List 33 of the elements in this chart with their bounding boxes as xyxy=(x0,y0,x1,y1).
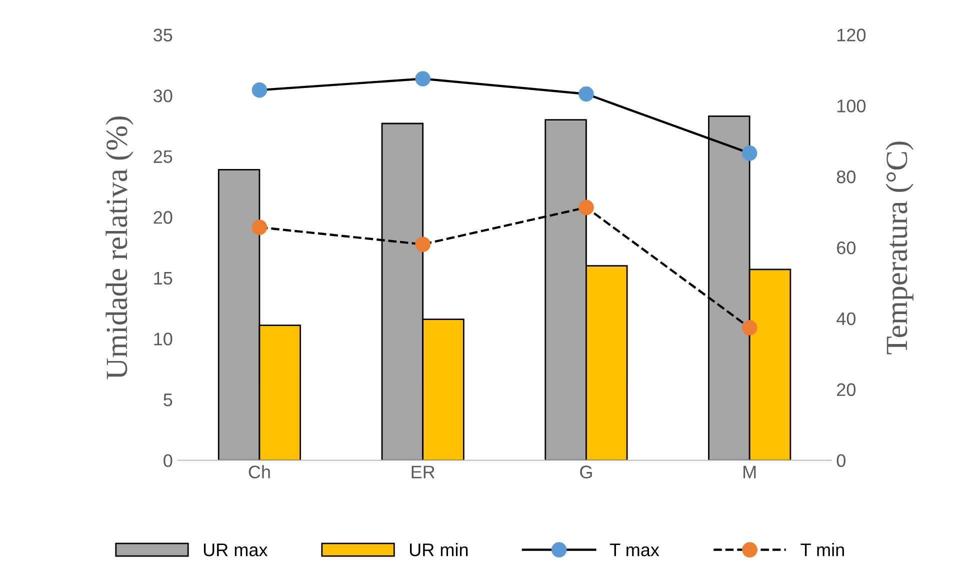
y2-axis-title: Temperatura (°C) xyxy=(886,142,914,354)
y-tick-label: 25 xyxy=(154,150,172,164)
y2-tick-label: 20 xyxy=(837,383,856,396)
legend-label: T min xyxy=(800,543,844,556)
y-tick-label: 20 xyxy=(154,211,172,224)
y2-tick-label: 120 xyxy=(838,28,866,42)
y-tick-label: 10 xyxy=(154,332,172,346)
point xyxy=(415,236,430,252)
x-tick-label: M xyxy=(744,466,756,478)
point xyxy=(578,86,594,102)
point xyxy=(742,320,758,336)
legend-label: T max xyxy=(610,544,660,556)
point xyxy=(415,71,430,86)
y2-tick-label: 40 xyxy=(836,312,856,326)
y2-tick-label: 0 xyxy=(836,454,846,468)
y2-tick-label: 80 xyxy=(836,170,856,184)
y-tick-label: 0 xyxy=(164,454,172,468)
legend-label: UR max xyxy=(204,544,268,556)
x-tick-label: Ch xyxy=(248,465,270,478)
y-tick-label: 35 xyxy=(154,28,172,42)
y-tick-label: 30 xyxy=(154,89,172,102)
y2-tick-label: 60 xyxy=(837,241,856,254)
point xyxy=(252,220,268,235)
point xyxy=(578,200,594,216)
point xyxy=(742,146,758,161)
x-tick-label: G xyxy=(580,466,592,478)
y-tick-label: 15 xyxy=(154,272,172,285)
y-axis-title: Umidade relativa (%) xyxy=(106,116,134,380)
y-tick-label: 5 xyxy=(164,394,172,406)
x-tick-label: ER xyxy=(412,466,435,478)
legend-label: UR min xyxy=(410,543,468,556)
point xyxy=(252,82,268,98)
y2-tick-label: 100 xyxy=(838,100,866,112)
